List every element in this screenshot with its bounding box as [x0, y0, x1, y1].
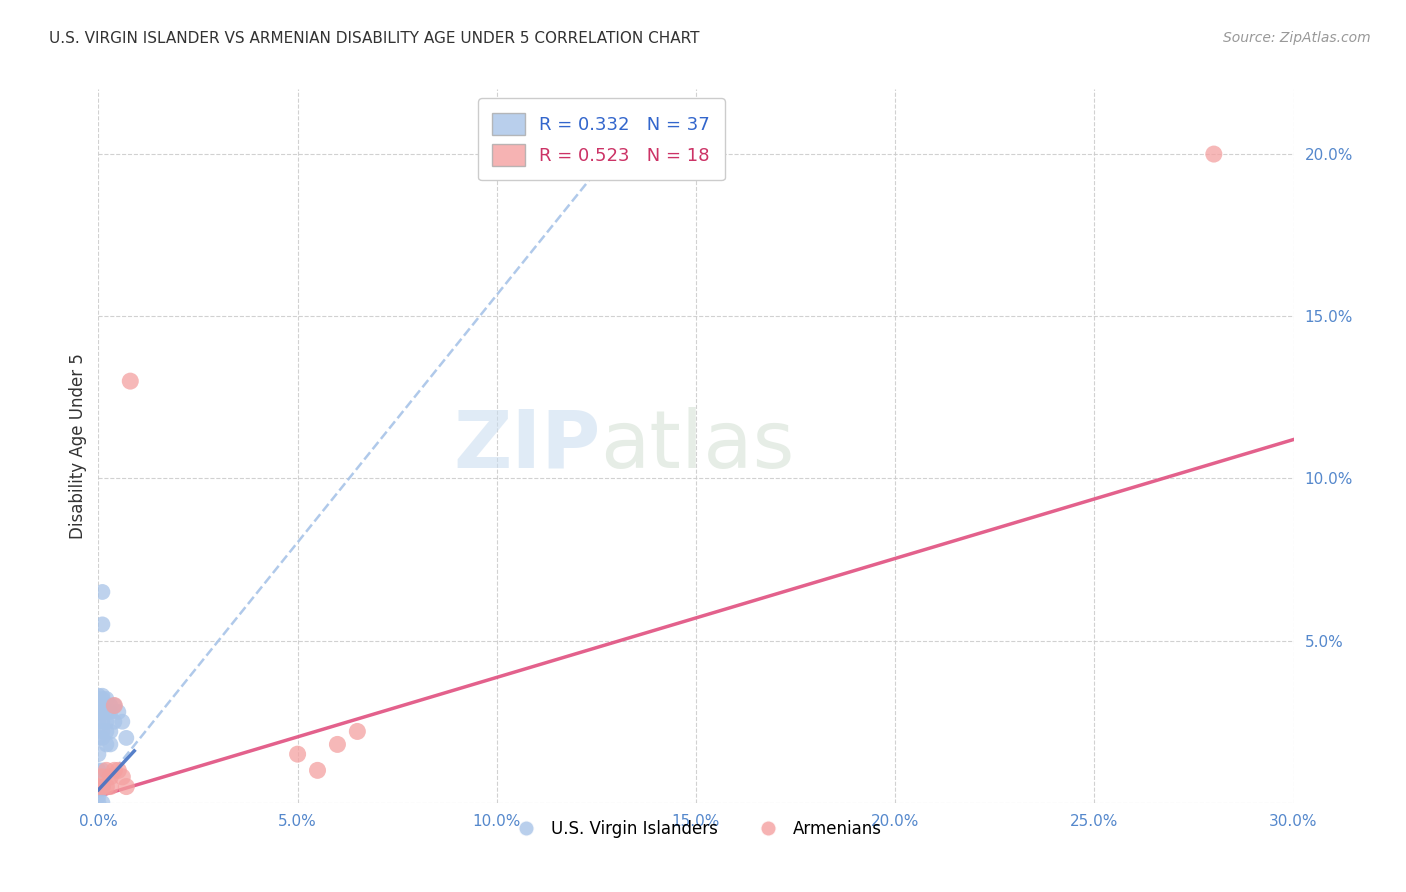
Point	[91, 724, 114, 739]
Point	[103, 764, 125, 778]
Point	[87, 731, 110, 745]
Point	[96, 724, 118, 739]
Point	[91, 770, 114, 784]
Point	[87, 780, 110, 794]
Point	[87, 714, 110, 729]
Text: Source: ZipAtlas.com: Source: ZipAtlas.com	[1223, 31, 1371, 45]
Y-axis label: Disability Age Under 5: Disability Age Under 5	[69, 353, 87, 539]
Point	[326, 738, 349, 752]
Point	[96, 764, 118, 778]
Point	[91, 780, 114, 794]
Point	[287, 747, 309, 761]
Point	[87, 747, 110, 761]
Legend: U.S. Virgin Islanders, Armenians: U.S. Virgin Islanders, Armenians	[503, 814, 889, 845]
Point	[91, 764, 114, 778]
Point	[87, 689, 110, 703]
Point	[307, 764, 329, 778]
Point	[96, 738, 118, 752]
Point	[91, 705, 114, 719]
Point	[111, 770, 134, 784]
Point	[120, 374, 142, 388]
Point	[96, 692, 118, 706]
Point	[87, 698, 110, 713]
Text: atlas: atlas	[600, 407, 794, 485]
Point	[91, 780, 114, 794]
Point	[87, 692, 110, 706]
Point	[1202, 147, 1225, 161]
Point	[91, 698, 114, 713]
Point	[91, 731, 114, 745]
Point	[87, 796, 110, 810]
Text: U.S. VIRGIN ISLANDER VS ARMENIAN DISABILITY AGE UNDER 5 CORRELATION CHART: U.S. VIRGIN ISLANDER VS ARMENIAN DISABIL…	[49, 31, 700, 46]
Point	[98, 770, 122, 784]
Point	[96, 780, 118, 794]
Point	[98, 705, 122, 719]
Point	[96, 705, 118, 719]
Point	[96, 714, 118, 729]
Point	[103, 698, 125, 713]
Point	[91, 617, 114, 632]
Point	[98, 738, 122, 752]
Point	[107, 764, 129, 778]
Point	[87, 780, 110, 794]
Point	[98, 724, 122, 739]
Point	[98, 698, 122, 713]
Point	[103, 698, 125, 713]
Point	[91, 714, 114, 729]
Point	[91, 689, 114, 703]
Point	[87, 764, 110, 778]
Text: ZIP: ZIP	[453, 407, 600, 485]
Point	[103, 714, 125, 729]
Point	[346, 724, 368, 739]
Point	[87, 705, 110, 719]
Point	[91, 585, 114, 599]
Point	[115, 780, 138, 794]
Point	[98, 780, 122, 794]
Point	[115, 731, 138, 745]
Point	[91, 796, 114, 810]
Point	[107, 705, 129, 719]
Point	[87, 789, 110, 804]
Point	[111, 714, 134, 729]
Point	[91, 692, 114, 706]
